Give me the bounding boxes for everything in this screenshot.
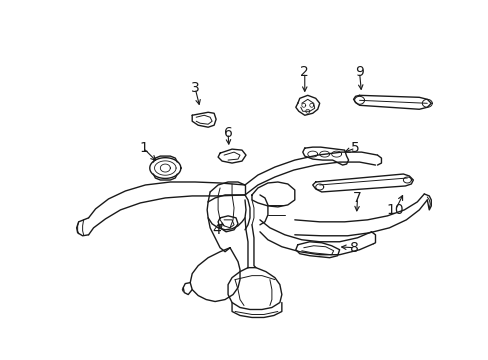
Text: 9: 9	[354, 66, 363, 80]
Text: 10: 10	[386, 203, 404, 217]
Text: 6: 6	[223, 126, 232, 140]
Text: 5: 5	[350, 141, 359, 155]
Text: 3: 3	[190, 81, 199, 95]
Text: 4: 4	[212, 223, 221, 237]
Text: 2: 2	[300, 66, 308, 80]
Text: 7: 7	[352, 191, 361, 205]
Text: 8: 8	[349, 241, 358, 255]
Text: 1: 1	[139, 141, 147, 155]
